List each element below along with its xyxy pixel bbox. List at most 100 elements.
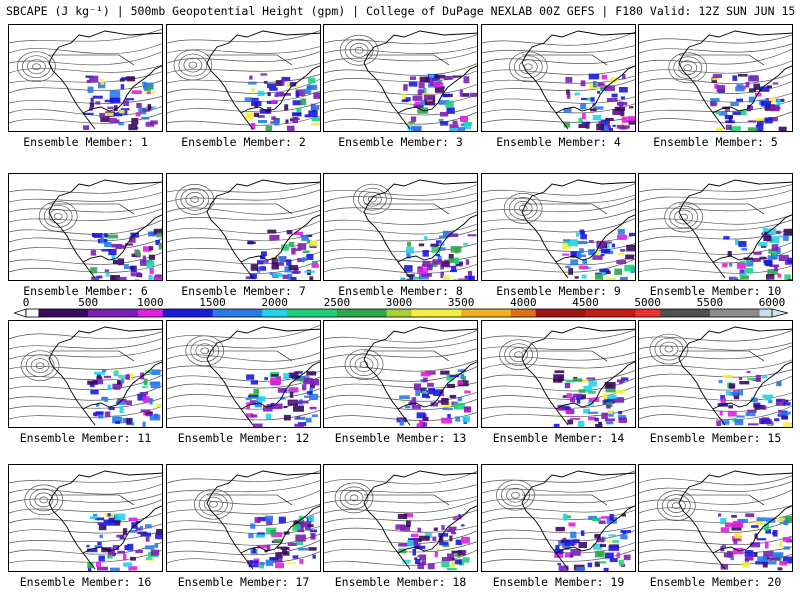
colorbar-bin <box>635 309 648 317</box>
cape-cell <box>402 559 411 564</box>
cape-cell <box>735 239 739 245</box>
cape-cell <box>248 564 259 568</box>
cape-cell <box>269 87 278 91</box>
height-contour <box>639 330 792 342</box>
cape-cell <box>267 92 271 96</box>
cape-cell <box>736 84 744 88</box>
cape-cell <box>776 399 782 402</box>
country-border <box>49 350 135 362</box>
height-contour <box>639 535 792 546</box>
cape-cell <box>442 544 450 548</box>
cape-cell <box>254 517 261 523</box>
height-contour-low <box>656 490 696 521</box>
cape-cell <box>246 413 254 418</box>
cape-cell <box>746 370 751 373</box>
cape-cell <box>624 264 635 272</box>
cape-field <box>710 73 787 131</box>
colorbar-bin <box>399 309 412 317</box>
cape-cell <box>578 265 589 270</box>
cape-cell <box>601 241 612 244</box>
cape-field <box>562 228 635 280</box>
cape-cell <box>121 77 128 81</box>
height-contour-low <box>649 333 689 365</box>
cape-cell <box>741 247 747 251</box>
cape-cell <box>409 76 417 80</box>
cape-cell <box>452 120 458 125</box>
cape-cell <box>249 400 259 405</box>
cape-cell <box>454 553 461 557</box>
cape-field <box>247 515 318 569</box>
cape-cell <box>557 404 565 411</box>
cape-cell <box>740 275 749 280</box>
cape-cell <box>574 276 579 279</box>
cape-cell <box>598 421 602 425</box>
cape-cell <box>782 411 791 415</box>
colorbar-bin <box>585 309 599 317</box>
height-contour-low <box>27 59 46 75</box>
cape-cell <box>272 272 283 277</box>
cape-cell <box>733 392 740 400</box>
country-border <box>522 203 608 215</box>
cape-cell <box>115 420 120 424</box>
ensemble-member-label: Ensemble Member: 15 <box>649 431 782 445</box>
cape-cell <box>153 276 162 280</box>
cape-cell <box>257 115 265 118</box>
height-contour <box>639 184 792 193</box>
cape-cell <box>307 524 314 528</box>
height-contour <box>482 335 635 350</box>
height-contour <box>167 360 320 370</box>
height-contour-low <box>183 57 203 73</box>
cape-cell <box>576 399 581 404</box>
cape-cell <box>779 235 784 238</box>
cape-cell <box>744 558 749 564</box>
cape-cell <box>463 76 470 84</box>
cape-cell <box>593 249 599 257</box>
cape-cell <box>95 561 102 568</box>
cape-cell <box>603 567 609 571</box>
cape-cell <box>112 383 123 389</box>
cape-cell <box>464 390 471 394</box>
cape-cell <box>769 557 780 561</box>
ensemble-member-map <box>8 24 163 132</box>
cape-cell <box>581 274 587 279</box>
cape-cell <box>148 246 154 251</box>
cape-field <box>400 230 477 280</box>
height-contour-low <box>35 362 45 370</box>
ensemble-member-label: Ensemble Member: 10 <box>649 284 782 298</box>
cape-cell <box>96 373 101 378</box>
cape-cell <box>434 551 438 558</box>
cape-cell <box>113 370 119 376</box>
cape-cell <box>730 557 734 561</box>
cape-cell <box>564 539 575 546</box>
cape-cell <box>436 547 440 550</box>
colorbar-bin <box>548 309 561 317</box>
cape-cell <box>557 563 562 566</box>
cape-cell <box>417 527 422 533</box>
cape-cell <box>128 517 138 522</box>
cape-cell <box>264 80 268 84</box>
cape-cell <box>437 79 442 85</box>
colorbar-bin <box>75 309 89 317</box>
cape-cell <box>736 98 743 102</box>
cape-cell <box>109 567 120 571</box>
cape-cell <box>259 109 271 114</box>
cape-cell <box>753 83 760 90</box>
cape-cell <box>438 100 450 105</box>
cape-cell <box>401 400 407 403</box>
cape-cell <box>447 553 455 559</box>
cape-cell <box>311 104 320 111</box>
cape-cell <box>304 395 311 398</box>
cape-cell <box>446 374 454 381</box>
colorbar-tick-label: 5500 <box>696 296 724 309</box>
cape-cell <box>310 533 316 540</box>
cape-cell <box>779 413 789 416</box>
cape-cell <box>403 97 411 102</box>
cape-cell <box>431 246 441 253</box>
cape-cell <box>563 239 570 242</box>
height-contour <box>9 542 162 555</box>
cape-cell <box>783 422 792 427</box>
cape-cell <box>108 406 115 411</box>
colorbar-bin <box>660 309 673 317</box>
cape-cell <box>745 268 754 273</box>
cape-cell <box>107 384 112 391</box>
